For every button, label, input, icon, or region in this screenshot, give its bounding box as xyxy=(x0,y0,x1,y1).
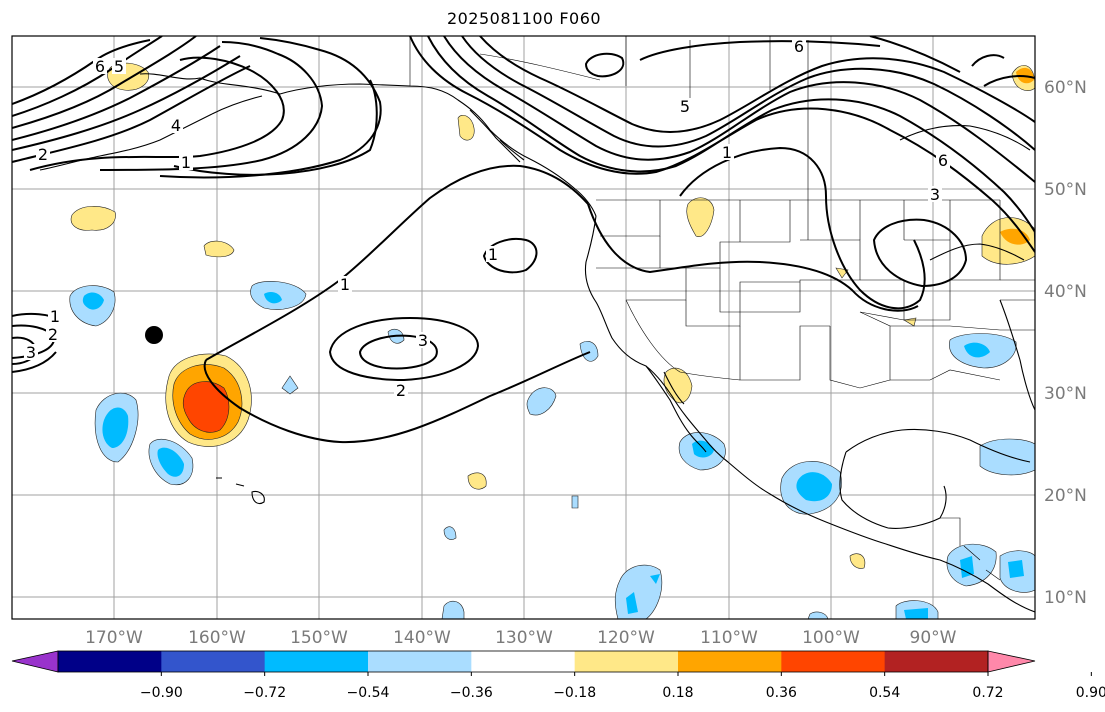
contour-label: 3 xyxy=(26,343,36,362)
contour-label: 6 xyxy=(938,151,948,170)
contour-label: 6 xyxy=(794,37,804,56)
colorbar-segment xyxy=(574,651,679,672)
lon-label: 110°W xyxy=(700,628,758,648)
colorbar-tick-label: 0.18 xyxy=(662,685,693,701)
colorbar-segment xyxy=(471,651,576,672)
contour-labels: 6 5 4 2 1 6 5 1 6 3 1 1 3 2 1 2 3 xyxy=(24,37,950,400)
longitude-labels: 170°W 160°W 150°W 140°W 130°W 120°W 110°… xyxy=(85,628,957,648)
graticule xyxy=(12,36,1035,619)
political-borders xyxy=(409,36,1035,581)
colorbar-tick-label: −0.90 xyxy=(140,685,183,701)
colorbar-tick-label: 0.72 xyxy=(972,685,1003,701)
contour-label: 1 xyxy=(181,153,191,172)
contour-label: 5 xyxy=(114,57,124,76)
lat-label: 10°N xyxy=(1044,588,1087,608)
lon-label: 100°W xyxy=(802,628,860,648)
contour-label: 4 xyxy=(171,116,181,135)
map-border xyxy=(11,35,1036,620)
colorbar-segment xyxy=(678,651,782,672)
contour-label: 3 xyxy=(930,185,940,204)
storm-marker xyxy=(145,326,163,344)
contour-label: 2 xyxy=(38,145,48,164)
contour-label: 6 xyxy=(95,57,105,76)
colorbar-frame xyxy=(57,650,989,673)
contour-label: 1 xyxy=(488,245,498,264)
lat-label: 30°N xyxy=(1044,384,1087,404)
map-title: 2025081100 F060 xyxy=(446,9,602,28)
latitude-labels: 60°N 50°N 40°N 30°N 20°N 10°N xyxy=(1044,78,1087,608)
lat-label: 20°N xyxy=(1044,486,1087,506)
contour-label: 5 xyxy=(680,97,690,116)
lon-label: 150°W xyxy=(290,628,348,648)
colorbar-tick-label: −0.36 xyxy=(450,685,493,701)
colorbar-segment xyxy=(264,651,369,672)
colorbar-segment xyxy=(368,651,472,672)
lon-label: 130°W xyxy=(495,628,553,648)
lat-label: 60°N xyxy=(1044,78,1087,98)
colorbar-segment xyxy=(58,651,162,672)
colorbar-tick-label: −0.18 xyxy=(553,685,596,701)
colorbar-tick-label: −0.72 xyxy=(243,685,286,701)
contour-label: 2 xyxy=(48,325,58,344)
lon-label: 120°W xyxy=(597,628,655,648)
height-contours xyxy=(12,36,1035,444)
coastlines xyxy=(39,73,1035,613)
anomaly-shading xyxy=(69,62,1035,619)
colorbar-segment xyxy=(161,651,266,672)
lon-label: 140°W xyxy=(393,628,451,648)
contour-label: 1 xyxy=(722,143,732,162)
lon-label: 170°W xyxy=(85,628,143,648)
colorbar-tick-label: 0.36 xyxy=(766,685,797,701)
colorbar-extend-high xyxy=(987,650,1036,673)
colorbar-segment xyxy=(884,651,989,672)
colorbar-tick-label: 0.90 xyxy=(1076,685,1105,701)
lat-label: 40°N xyxy=(1044,282,1087,302)
contour-label: 3 xyxy=(418,331,428,350)
contour-label: 1 xyxy=(340,275,350,294)
colorbar-extend-low xyxy=(11,650,59,673)
colorbar-tick-label: −0.54 xyxy=(347,685,390,701)
lat-label: 50°N xyxy=(1044,180,1087,200)
contour-label: 1 xyxy=(50,307,60,326)
colorbar-tick-label: 0.54 xyxy=(869,685,900,701)
colorbar-segment xyxy=(781,651,886,672)
lon-label: 160°W xyxy=(188,628,246,648)
colorbar: −0.90 −0.72 −0.54 −0.36 −0.18 0.18 0.36 0.54 0.7… xyxy=(11,650,1105,701)
lon-label: 90°W xyxy=(910,628,957,648)
contour-label: 2 xyxy=(396,381,406,400)
